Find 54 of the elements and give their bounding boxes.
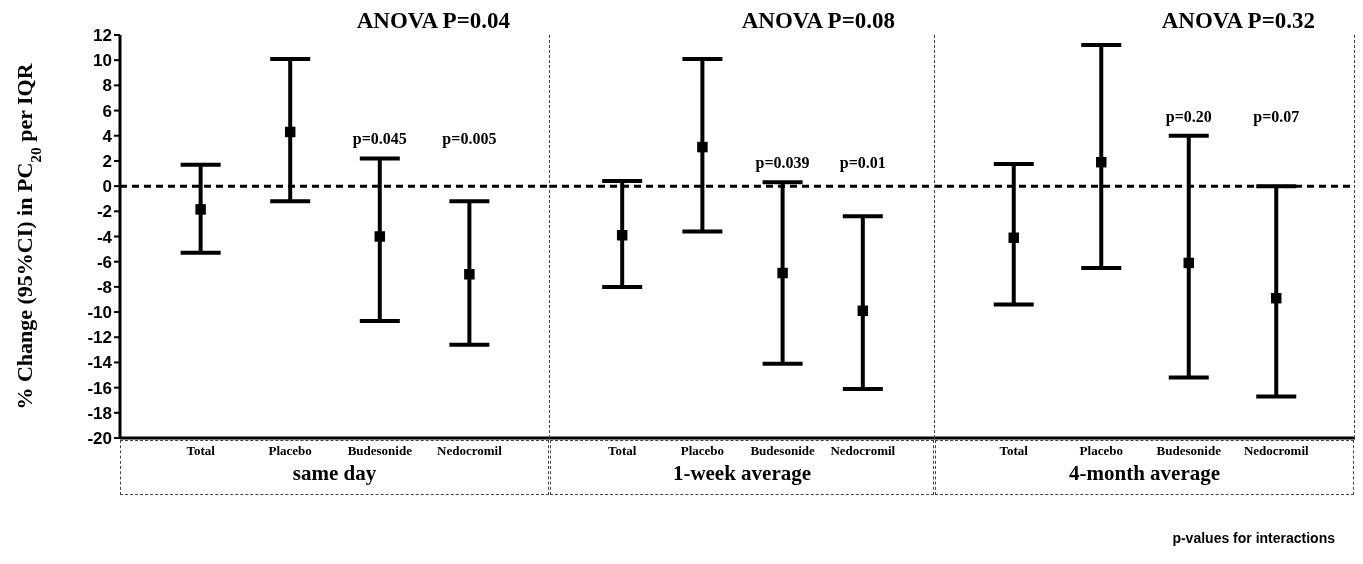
point <box>464 269 475 280</box>
point <box>616 230 628 241</box>
text: ANOVA P=0.04 <box>356 8 510 34</box>
y-tick-label: 8 <box>102 76 112 96</box>
y-tick-label: -6 <box>96 252 112 272</box>
point <box>1271 292 1282 304</box>
y-tick-label: -2 <box>96 202 112 222</box>
annotation: p=0.20 <box>1165 107 1212 126</box>
x-tick-label: Nedocromil <box>1243 443 1310 459</box>
x-tick-label: Budesonide <box>1156 443 1222 459</box>
point <box>284 126 296 138</box>
annotation: p=0.07 <box>1253 107 1300 126</box>
point <box>697 141 708 153</box>
x-tick-label: Total <box>186 443 216 459</box>
y-tick-label: 4 <box>102 126 113 146</box>
y-tick-label: 12 <box>93 26 112 46</box>
annotation: p=0.01 <box>839 154 886 173</box>
point <box>374 231 386 242</box>
x-tick-label: Budesonide <box>347 443 413 459</box>
y-tick-label: 6 <box>102 101 112 121</box>
x-tick-label: Placebo <box>1079 443 1123 459</box>
y-tick-label: -12 <box>87 328 112 348</box>
y-tick-label: -8 <box>96 277 112 297</box>
x-axis-title: 1-week average <box>671 461 813 486</box>
point <box>857 305 869 317</box>
annotation: p=0.005 <box>442 130 497 149</box>
y-tick-label: 10 <box>93 51 112 71</box>
x-axis-title: 4-month average <box>1067 461 1222 486</box>
point <box>195 204 206 215</box>
y-tick-label: -16 <box>87 378 112 398</box>
x-tick-label: Placebo <box>268 443 312 459</box>
x-tick-label: Nedocromil <box>830 443 896 459</box>
text: ANOVA P=0.08 <box>741 8 895 34</box>
y-tick-label: -10 <box>87 303 112 323</box>
annotation: p=0.039 <box>755 154 810 173</box>
point <box>1008 232 1019 243</box>
point <box>1096 156 1107 168</box>
x-tick-label: Nedocromil <box>437 443 503 459</box>
y-tick-label: 0 <box>102 177 112 197</box>
annotation: p=0.045 <box>352 130 407 149</box>
x-axis-title: same day <box>291 461 378 486</box>
text: p-values for interactions <box>1172 530 1335 546</box>
y-tick-label: -4 <box>96 227 113 247</box>
y-tick-label: -20 <box>87 429 112 449</box>
y-tick-label: -18 <box>87 403 112 423</box>
x-tick-label: Budesonide <box>750 443 815 459</box>
x-tick-label: Total <box>607 443 637 459</box>
y-tick-label: -14 <box>87 353 113 373</box>
point <box>777 267 788 279</box>
x-tick-label: Placebo <box>680 443 725 459</box>
y-tick-label: 2 <box>102 151 112 171</box>
point <box>1183 257 1194 269</box>
text: ANOVA P=0.32 <box>1161 8 1315 34</box>
x-tick-label: Total <box>999 443 1029 459</box>
